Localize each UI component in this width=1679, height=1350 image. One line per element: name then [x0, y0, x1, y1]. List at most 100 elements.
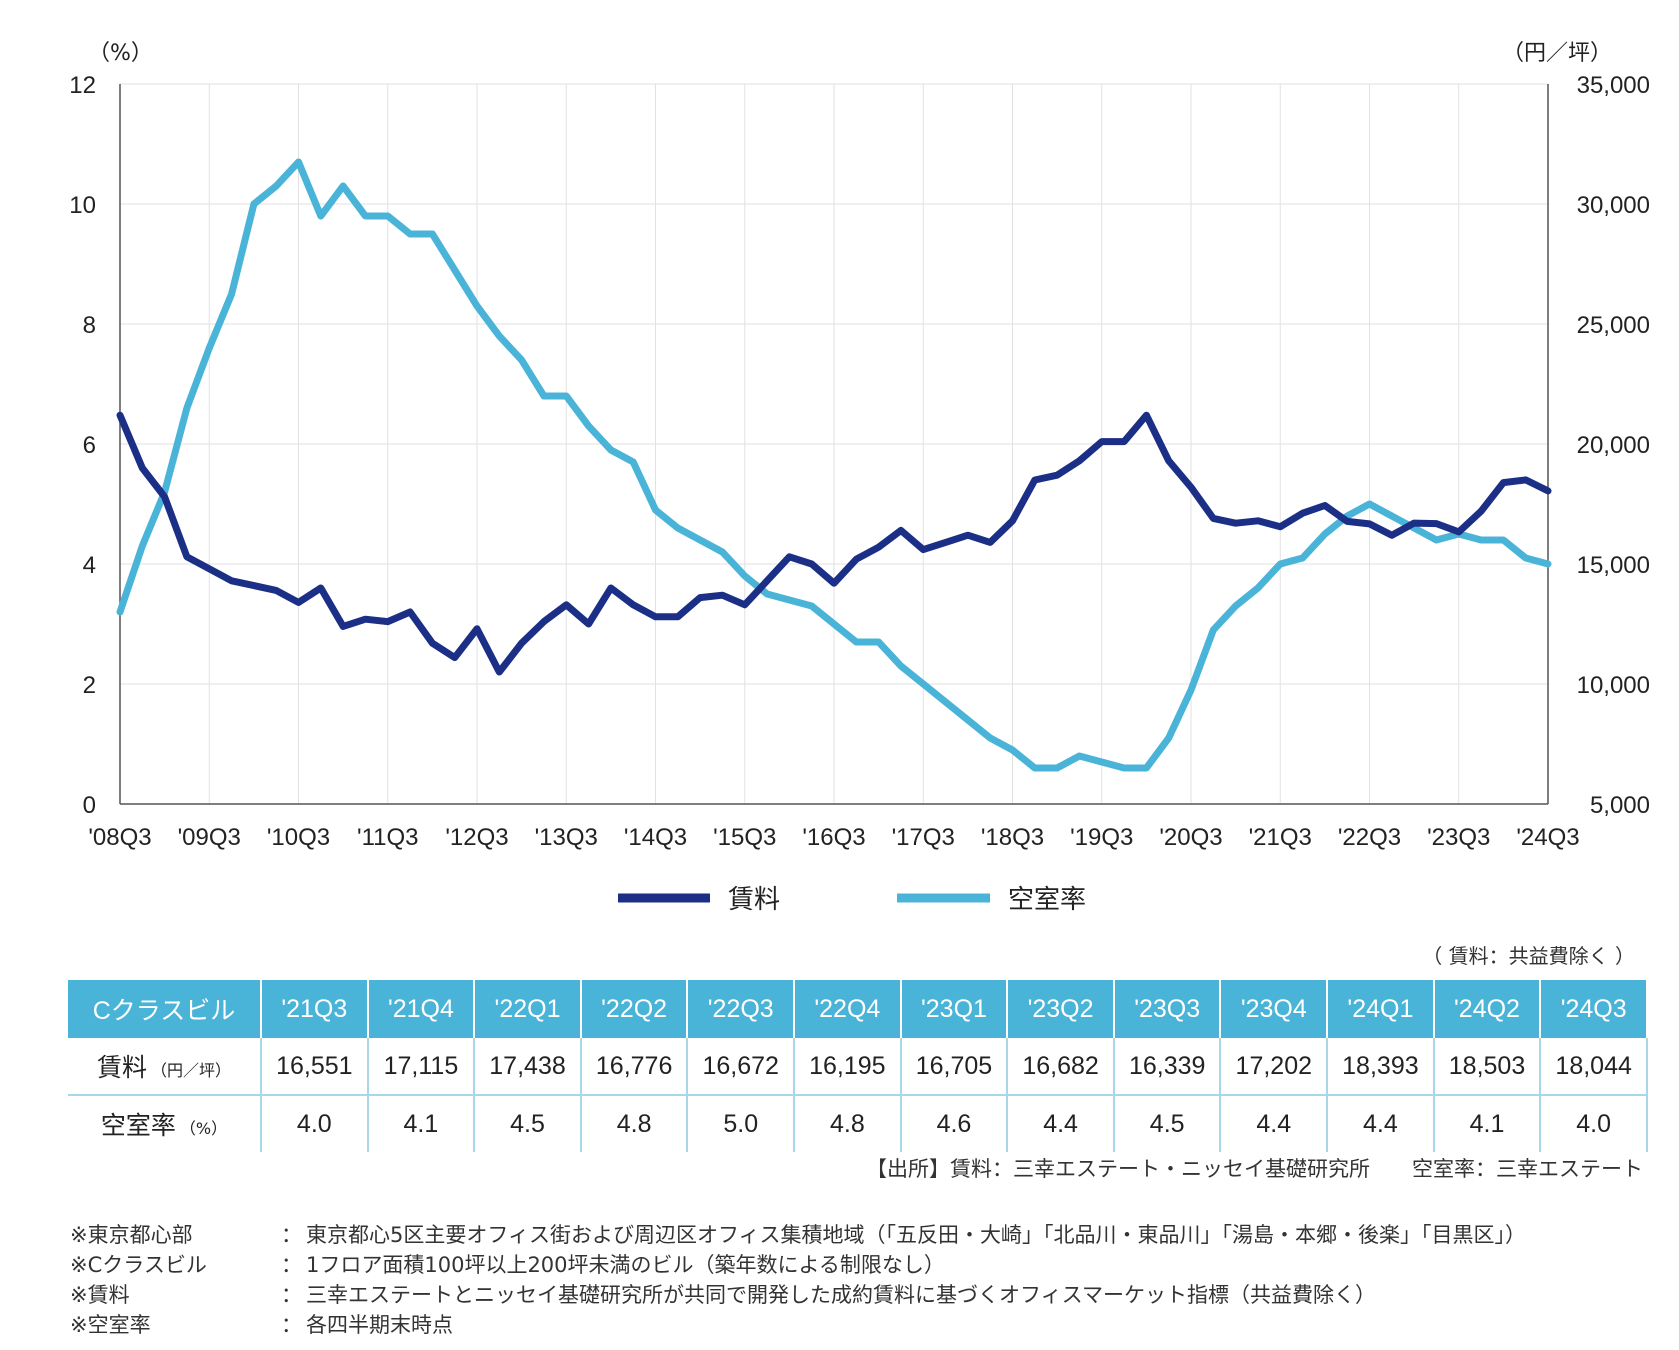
- table-column-header: '23Q4: [1220, 980, 1329, 1038]
- x-tick-label: '20Q3: [1159, 824, 1222, 851]
- chart-gridlines: [120, 83, 1548, 804]
- x-tick-label: '17Q3: [892, 824, 955, 851]
- right-tick-label: 15,000: [1577, 552, 1650, 579]
- table-header-label: Cクラスビル: [68, 980, 262, 1038]
- footnote-row: ※賃料：三幸エステートとニッセイ基礎研究所が共同で開発した成約賃料に基づくオフィ…: [70, 1280, 1526, 1310]
- table-column-header: '24Q1: [1327, 980, 1435, 1038]
- table-cell: 16,672: [687, 1038, 796, 1096]
- table-row-label: 賃料 （円／坪）: [68, 1038, 262, 1096]
- rent-label: 賃料: [96, 1053, 147, 1082]
- x-axis-ticks: '08Q3 '09Q3 '10Q3 '11Q3 '12Q3 '13Q3 '14Q3 '15Q3…: [88, 824, 1579, 851]
- table-cell: 17,115: [367, 1038, 476, 1096]
- x-tick-label: '10Q3: [267, 824, 330, 851]
- table-cell: 16,705: [900, 1038, 1009, 1096]
- table-column-header: '21Q4: [367, 980, 476, 1038]
- table-cell: 18,393: [1327, 1038, 1435, 1096]
- legend-label-vacancy: 空室率: [1008, 885, 1086, 915]
- footnote-label: ※空室率: [70, 1313, 151, 1337]
- rent-unit: （円／坪）: [151, 1061, 232, 1080]
- right-tick-label: 20,000: [1577, 432, 1650, 459]
- vacancy-label: 空室率: [100, 1111, 176, 1140]
- chart-axes: [119, 84, 1549, 805]
- footnote-row: ※Cクラスビル： 1フロア面積100坪以上200坪未満のビル（築年数による制限なし…: [70, 1250, 1526, 1280]
- right-tick-label: 10,000: [1577, 672, 1650, 699]
- footnote-row: ※空室率：各四半期末時点: [70, 1310, 1526, 1340]
- table-cell: 4.4: [1007, 1095, 1115, 1152]
- table-cell: 4.8: [580, 1095, 689, 1152]
- table-cell: 16,776: [580, 1038, 689, 1096]
- right-tick-label: 5,000: [1590, 792, 1650, 819]
- left-tick-label: 10: [69, 192, 96, 219]
- left-tick-label: 0: [83, 792, 96, 819]
- table-column-header: '23Q2: [1007, 980, 1115, 1038]
- footnote-label: ※東京都心部: [70, 1223, 193, 1247]
- table-column-header: '24Q2: [1433, 980, 1542, 1038]
- data-table: Cクラスビル '21Q3 '21Q4 '22Q1 '22Q2 '22Q3 '22…: [68, 980, 1648, 1152]
- table-cell: 16,682: [1007, 1038, 1115, 1096]
- vacancy-series-line: [116, 158, 1552, 772]
- footnote-row: ※東京都心部：東京都心5区主要オフィス街および周辺区オフィス集積地域（「五反田・…: [70, 1220, 1526, 1250]
- x-tick-label: '19Q3: [1070, 824, 1133, 851]
- source-note: 【出所】賃料：三幸エステート・ニッセイ基礎研究所 空室率：三幸エステート: [866, 1157, 1643, 1181]
- x-tick-label: '08Q3: [88, 824, 151, 851]
- chart-legend: 賃料 空室率: [618, 885, 1086, 915]
- left-tick-label: 8: [83, 312, 96, 339]
- table-cell: 4.5: [474, 1095, 582, 1152]
- table-row-vacancy: 空室率 （%） 4.0 4.1 4.5 4.8 5.0 4.8 4.6 4.4 4…: [68, 1095, 1648, 1152]
- table-cell: 4.1: [367, 1095, 476, 1152]
- table-column-header: '21Q3: [261, 980, 369, 1038]
- left-axis-unit: （%）: [88, 41, 153, 66]
- table-cell: 4.4: [1327, 1095, 1435, 1152]
- x-tick-label: '24Q3: [1516, 824, 1579, 851]
- table-cell: 18,044: [1540, 1038, 1648, 1096]
- x-tick-label: '11Q3: [357, 824, 419, 851]
- x-tick-label: '12Q3: [445, 824, 508, 851]
- x-tick-label: '22Q3: [1338, 824, 1401, 851]
- table-cell: 4.0: [261, 1095, 369, 1152]
- table-cell: 4.0: [1540, 1095, 1648, 1152]
- footnotes: ※東京都心部：東京都心5区主要オフィス街および周辺区オフィス集積地域（「五反田・…: [70, 1220, 1526, 1340]
- left-tick-label: 2: [83, 672, 96, 699]
- table-column-header: '23Q3: [1113, 980, 1222, 1038]
- table-cell: 16,339: [1113, 1038, 1222, 1096]
- left-tick-label: 4: [83, 552, 96, 579]
- left-tick-label: 12: [69, 72, 96, 99]
- table-column-header: '22Q2: [580, 980, 689, 1038]
- table-column-header: '23Q1: [900, 980, 1009, 1038]
- right-tick-label: 25,000: [1577, 312, 1650, 339]
- table-header-row: Cクラスビル '21Q3 '21Q4 '22Q1 '22Q2 '22Q3 '22…: [68, 980, 1648, 1038]
- x-tick-label: '21Q3: [1249, 824, 1312, 851]
- table-cell: 4.8: [794, 1095, 902, 1152]
- table-cell: 4.4: [1220, 1095, 1329, 1152]
- x-tick-label: '14Q3: [624, 824, 687, 851]
- table-cell: 16,195: [794, 1038, 902, 1096]
- right-axis-ticks: 5,000 10,000 15,000 20,000 25,000 30,000 35,00…: [1577, 72, 1650, 819]
- table-cell: 4.6: [900, 1095, 1009, 1152]
- table-row-label: 空室率 （%）: [68, 1095, 262, 1152]
- x-tick-label: '23Q3: [1427, 824, 1490, 851]
- footnote-text: 各四半期末時点: [306, 1313, 453, 1337]
- table-cell: 16,551: [261, 1038, 369, 1096]
- line-chart: （%） （円／坪） 0 2 4 6 8 10 12 5,000 10,000 15,000 20,…: [69, 41, 1650, 915]
- left-tick-label: 6: [83, 432, 96, 459]
- table-cell: 4.1: [1433, 1095, 1542, 1152]
- table-row-rent: 賃料 （円／坪） 16,551 17,115 17,438 16,776 16,6…: [68, 1038, 1648, 1096]
- table-cell: 4.5: [1113, 1095, 1222, 1152]
- table-cell: 5.0: [687, 1095, 796, 1152]
- right-axis-unit: （円／坪）: [1502, 41, 1612, 66]
- footnote-label: ※Cクラスビル: [70, 1253, 207, 1277]
- x-tick-label: '09Q3: [178, 824, 241, 851]
- table-cell: 18,503: [1433, 1038, 1542, 1096]
- x-tick-label: '13Q3: [535, 824, 598, 851]
- table-column-header: '24Q3: [1540, 980, 1648, 1038]
- table-rent-note: （ 賃料：共益費除く ）: [1422, 944, 1635, 968]
- rent-series-line: [116, 411, 1552, 676]
- table-column-header: '22Q4: [794, 980, 902, 1038]
- chart-series: [116, 158, 1552, 772]
- table-cell: 17,202: [1220, 1038, 1329, 1096]
- footnote-text: 東京都心5区主要オフィス街および周辺区オフィス集積地域（「五反田・大崎」「北品川…: [306, 1223, 1527, 1247]
- table-column-header: '22Q1: [474, 980, 582, 1038]
- footnote-text: 三幸エステートとニッセイ基礎研究所が共同で開発した成約賃料に基づくオフィスマーケ…: [306, 1283, 1376, 1307]
- left-axis-ticks: 0 2 4 6 8 10 12: [69, 72, 96, 819]
- table-cell: 17,438: [474, 1038, 582, 1096]
